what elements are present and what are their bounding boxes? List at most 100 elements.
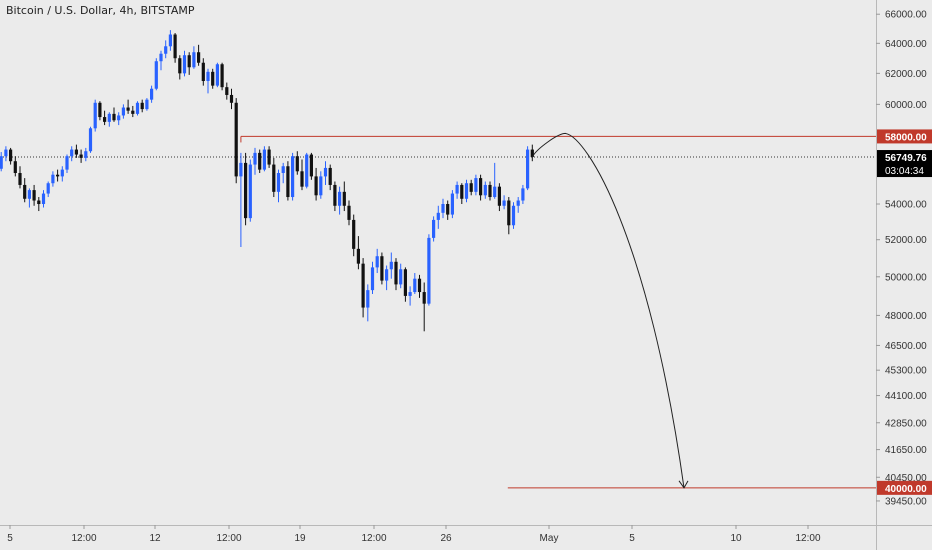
candle-body bbox=[23, 184, 27, 199]
candle-body bbox=[27, 190, 31, 199]
x-tick-label: 26 bbox=[440, 533, 452, 544]
candle-body bbox=[530, 149, 534, 158]
y-tick-label: 50000.00 bbox=[885, 272, 927, 283]
candle-body bbox=[79, 154, 83, 158]
y-tick-label: 39450.00 bbox=[885, 496, 927, 507]
y-tick-label: 62000.00 bbox=[885, 69, 927, 80]
candle-body bbox=[145, 99, 149, 110]
x-tick-label: 12 bbox=[149, 533, 161, 544]
y-tick-label: 64000.00 bbox=[885, 39, 927, 50]
candle-body bbox=[276, 173, 281, 192]
plot-area bbox=[0, 0, 876, 525]
candle-body bbox=[140, 102, 144, 110]
candle-body bbox=[511, 205, 516, 226]
candle-body bbox=[187, 55, 191, 68]
candle-body bbox=[450, 193, 454, 215]
candle-body bbox=[178, 58, 182, 74]
y-tick-label: 41650.00 bbox=[885, 445, 927, 456]
candle-body bbox=[262, 149, 266, 170]
candle-body bbox=[9, 149, 13, 162]
candle-body bbox=[314, 176, 318, 196]
projection-arrow-head bbox=[678, 480, 689, 489]
candle-body bbox=[389, 261, 393, 270]
candle-body bbox=[220, 64, 224, 88]
candle-body bbox=[338, 191, 342, 206]
candle-body bbox=[483, 184, 487, 196]
y-tick-label: 44100.00 bbox=[885, 391, 927, 402]
candle-body bbox=[493, 186, 497, 198]
candle-body bbox=[446, 204, 450, 215]
candle-body bbox=[253, 152, 257, 165]
candle-body bbox=[84, 151, 88, 158]
y-tick-label: 46500.00 bbox=[885, 341, 927, 352]
current-price-label: 56749.76 bbox=[885, 153, 927, 164]
candle-body bbox=[56, 174, 60, 177]
countdown-label: 03:04:34 bbox=[885, 166, 924, 177]
candle-body bbox=[93, 102, 97, 129]
candle-body bbox=[112, 113, 116, 121]
candle-body bbox=[328, 167, 332, 185]
candle-body bbox=[197, 52, 201, 63]
candle-body bbox=[333, 184, 337, 206]
candle-body bbox=[403, 269, 407, 296]
candle-body bbox=[469, 183, 473, 192]
candle-body bbox=[234, 102, 238, 177]
candle-body bbox=[507, 200, 511, 226]
candle-body bbox=[74, 149, 78, 155]
candle-body bbox=[352, 219, 356, 249]
y-tick-label: 42850.00 bbox=[885, 418, 927, 429]
candle-body bbox=[98, 102, 102, 118]
candle-body bbox=[135, 102, 140, 114]
candle-body bbox=[159, 53, 163, 62]
candle-body bbox=[286, 166, 290, 198]
candle-body bbox=[432, 219, 436, 238]
candle-body bbox=[150, 88, 154, 100]
candle-body bbox=[272, 164, 276, 192]
candle-body bbox=[117, 115, 121, 121]
y-tick-label: 40450.00 bbox=[885, 473, 927, 484]
candle-body bbox=[173, 34, 177, 59]
level-price-label: 58000.00 bbox=[885, 132, 927, 143]
candle-body bbox=[375, 256, 379, 268]
level-price-tag bbox=[877, 129, 932, 144]
x-tick-label: 12:00 bbox=[216, 533, 241, 544]
x-tick-label: 12:00 bbox=[795, 533, 820, 544]
candle-body bbox=[65, 156, 69, 170]
candle-body bbox=[192, 52, 196, 68]
candle-body bbox=[399, 269, 403, 285]
candle-body bbox=[356, 248, 360, 264]
candle-body bbox=[464, 183, 469, 199]
candle-body bbox=[417, 278, 422, 293]
candle-body bbox=[154, 61, 158, 89]
candle-body bbox=[413, 278, 417, 293]
candle-body bbox=[521, 188, 525, 201]
candle-body bbox=[526, 149, 530, 189]
x-tick-label: 10 bbox=[730, 533, 742, 544]
candle-body bbox=[516, 200, 520, 206]
x-tick-label: 5 bbox=[629, 533, 635, 544]
candle-body bbox=[0, 156, 3, 169]
current-price-tag bbox=[877, 150, 932, 178]
candle-body bbox=[41, 193, 46, 205]
candle-body bbox=[380, 256, 384, 281]
candle-body bbox=[211, 71, 215, 86]
y-tick-label: 48000.00 bbox=[885, 311, 927, 322]
candle-body bbox=[18, 173, 22, 185]
candle-body bbox=[201, 62, 205, 82]
candle-body bbox=[4, 149, 8, 157]
candle-body bbox=[342, 191, 346, 206]
candle-body bbox=[291, 156, 295, 198]
candle-body bbox=[103, 117, 107, 122]
candle-body bbox=[168, 34, 172, 47]
x-tick-label: 19 bbox=[294, 533, 306, 544]
candle-body bbox=[460, 184, 464, 199]
candle-body bbox=[60, 169, 64, 177]
candle-body bbox=[164, 46, 168, 54]
x-tick-label: 12:00 bbox=[71, 533, 96, 544]
price-axis-panel bbox=[876, 0, 932, 550]
candle-body bbox=[347, 205, 351, 220]
candle-body bbox=[323, 167, 328, 177]
x-tick-label: 12:00 bbox=[361, 533, 386, 544]
candle-body bbox=[239, 162, 243, 177]
